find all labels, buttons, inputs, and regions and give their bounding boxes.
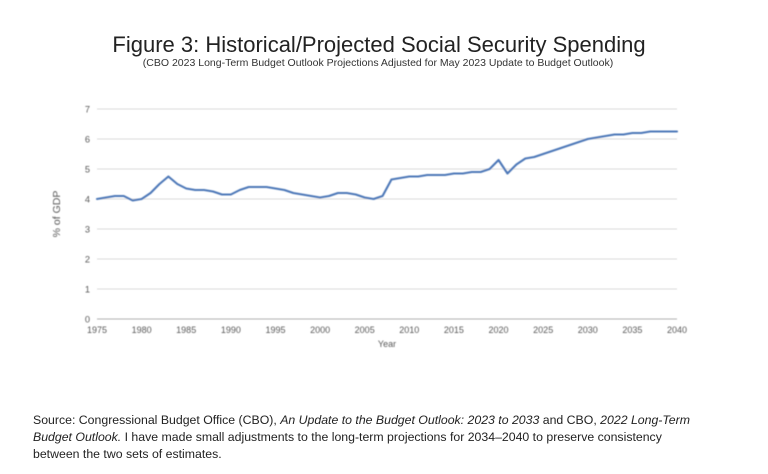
svg-text:Year: Year [378, 339, 396, 349]
svg-text:1985: 1985 [176, 325, 196, 335]
svg-text:2035: 2035 [622, 325, 642, 335]
svg-text:2040: 2040 [667, 325, 687, 335]
svg-text:1980: 1980 [132, 325, 152, 335]
svg-text:3: 3 [85, 225, 90, 235]
svg-text:7: 7 [85, 105, 90, 115]
svg-text:2010: 2010 [399, 325, 419, 335]
svg-text:2020: 2020 [488, 325, 508, 335]
svg-text:2: 2 [85, 255, 90, 265]
svg-text:2025: 2025 [533, 325, 553, 335]
svg-text:2030: 2030 [578, 325, 598, 335]
svg-text:% of GDP: % of GDP [51, 191, 63, 238]
svg-text:5: 5 [85, 165, 90, 175]
svg-text:4: 4 [85, 195, 90, 205]
svg-text:1990: 1990 [221, 325, 241, 335]
svg-text:1975: 1975 [87, 325, 107, 335]
svg-text:0: 0 [85, 315, 90, 325]
svg-text:1995: 1995 [265, 325, 285, 335]
svg-text:2005: 2005 [355, 325, 375, 335]
svg-text:2000: 2000 [310, 325, 330, 335]
svg-text:2015: 2015 [444, 325, 464, 335]
svg-text:1: 1 [85, 285, 90, 295]
svg-text:6: 6 [85, 135, 90, 145]
